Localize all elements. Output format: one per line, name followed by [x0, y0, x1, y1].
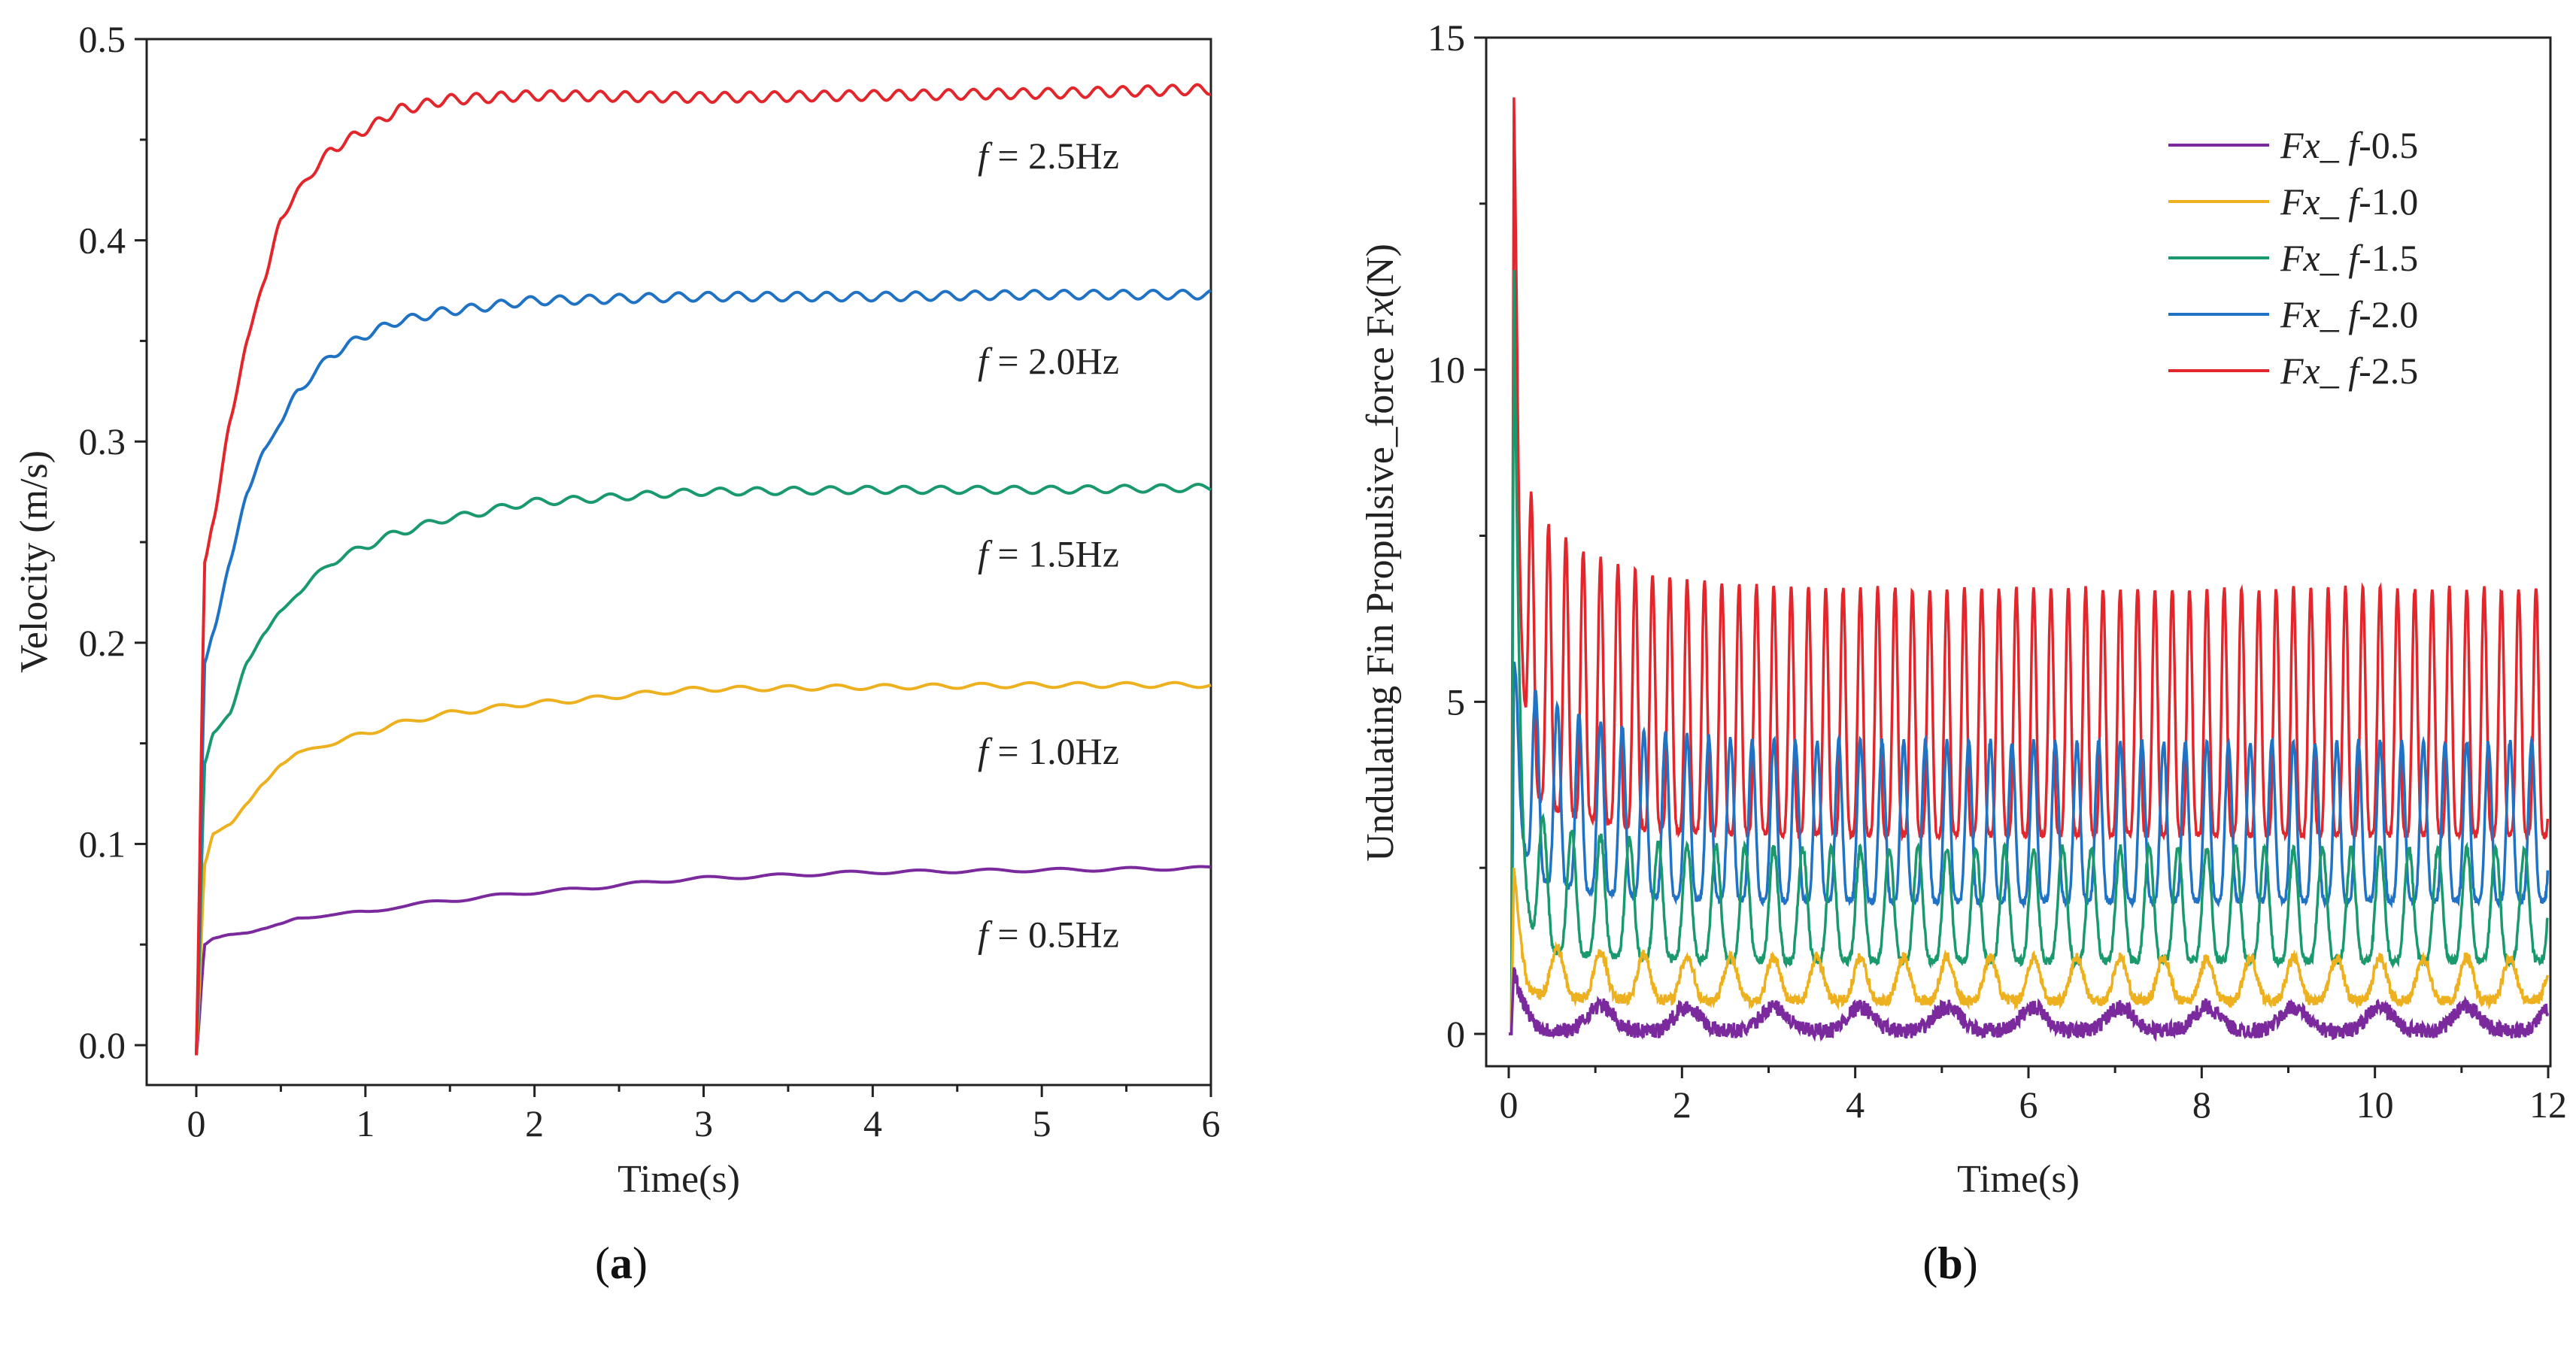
y-tick-label: 0.4 [79, 220, 126, 262]
legend-label-italic: Fx_ f [2280, 293, 2363, 335]
legend-label-suffix: -2.5 [2359, 350, 2418, 392]
legend-label-italic: Fx_ f [2280, 237, 2363, 279]
series-line-2-0hz [195, 288, 1212, 1056]
legend-label-italic: Fx_ f [2280, 350, 2363, 392]
legend-item: Fx_ f-1.5 [2168, 237, 2418, 279]
series-annotation: f = 0.5Hz [978, 914, 1119, 956]
series-line-2-5 [1509, 97, 2550, 1035]
x-tick-label: 8 [2192, 1084, 2211, 1126]
legend-item: Fx_ f-2.0 [2168, 293, 2418, 335]
legend-label-suffix: -1.0 [2359, 180, 2418, 223]
legend: Fx_ f-0.5Fx_ f-1.0Fx_ f-1.5Fx_ f-2.0Fx_ … [2168, 124, 2418, 392]
series-line-2-0 [1509, 661, 2550, 1035]
plot-frame [1485, 36, 2552, 1068]
y-axis-label: Velocity (m/s) [13, 450, 56, 673]
y-tick-label: 0.2 [79, 622, 126, 664]
legend-item: Fx_ f-0.5 [2168, 124, 2418, 166]
caption-letter: b [1937, 1238, 1962, 1288]
legend-label: Fx_ f-2.0 [2280, 293, 2418, 335]
legend-item: Fx_ f-2.5 [2168, 350, 2418, 392]
legend-item: Fx_ f-1.0 [2168, 180, 2418, 223]
x-tick-label: 6 [2019, 1084, 2038, 1126]
series-line-1-0hz [195, 680, 1212, 1056]
y-axis-label-part: x [1359, 298, 1402, 316]
x-tick-label: 0 [1500, 1084, 1519, 1126]
legend-label: Fx_ f-2.5 [2280, 350, 2418, 392]
annotation-value: = 1.0Hz [988, 730, 1119, 772]
x-tick-label: 5 [1033, 1102, 1051, 1144]
x-tick-label: 6 [1202, 1102, 1221, 1144]
y-tick-label: 10 [1428, 349, 1465, 391]
legend-label: Fx_ f-1.5 [2280, 237, 2418, 279]
legend-label-italic: Fx_ f [2280, 124, 2363, 166]
y-tick-label: 0 [1446, 1013, 1465, 1055]
panel-caption: (b) [1922, 1238, 1977, 1288]
y-tick-label: 0.3 [79, 420, 126, 462]
x-tick-label: 12 [2529, 1084, 2567, 1126]
legend-label: Fx_ f-0.5 [2280, 124, 2418, 166]
plot-frame [145, 38, 1212, 1087]
x-tick-label: 4 [1846, 1084, 1864, 1126]
y-tick-label: 5 [1446, 680, 1465, 723]
annotation-value: = 1.5Hz [988, 533, 1119, 575]
y-tick-label: 0.1 [79, 823, 126, 865]
caption-letter: a [610, 1238, 633, 1288]
series-line-0-5 [1509, 967, 2550, 1042]
series-line-0-5hz [195, 865, 1212, 1056]
caption-paren: ) [633, 1238, 648, 1288]
legend-label-suffix: -1.5 [2359, 237, 2418, 279]
legend-label: Fx_ f-1.0 [2280, 180, 2418, 223]
series-annotation: f = 1.5Hz [978, 533, 1119, 575]
series-annotation: f = 2.0Hz [978, 340, 1119, 382]
series-annotation: f = 2.5Hz [978, 135, 1119, 177]
annotation-value: = 2.5Hz [988, 135, 1119, 177]
caption-paren: ( [1922, 1238, 1937, 1288]
y-tick-label: 0.5 [79, 18, 126, 60]
panel-caption: (a) [595, 1238, 648, 1288]
x-axis-label: Time(s) [617, 1158, 740, 1201]
velocity-chart: 0 1 2 3 4 5 6 0.0 0.1 0.2 0.3 0.4 0.5 f = 0.5Hz f = 1.… [13, 18, 1221, 1288]
series-line-1-0 [1509, 868, 2549, 1035]
legend-label-italic: Fx_ f [2280, 180, 2363, 223]
series-line-1-5hz [195, 483, 1212, 1056]
x-tick-label: 2 [1673, 1084, 1692, 1126]
x-tick-label: 10 [2356, 1084, 2394, 1126]
x-tick-label: 2 [525, 1102, 544, 1144]
series-annotation: f = 1.0Hz [978, 730, 1119, 772]
x-tick-label: 4 [863, 1102, 882, 1144]
y-tick-label: 0.0 [79, 1024, 126, 1066]
x-tick-label: 1 [356, 1102, 375, 1144]
series-line-2-5hz [195, 83, 1212, 1056]
legend-label-suffix: -0.5 [2359, 124, 2418, 166]
annotation-value: = 0.5Hz [988, 914, 1119, 956]
legend-label-suffix: -2.0 [2359, 293, 2418, 335]
y-axis-label-part: Undulating Fin Propulsive_force F [1359, 315, 1402, 862]
caption-paren: ) [1963, 1238, 1978, 1288]
y-axis-label: Undulating Fin Propulsive_force Fx(N) [1359, 244, 1402, 862]
x-axis-label: Time(s) [1957, 1158, 2080, 1201]
annotation-value: = 2.0Hz [988, 340, 1119, 382]
x-tick-label: 0 [187, 1102, 206, 1144]
x-tick-label: 3 [694, 1102, 713, 1144]
y-axis-label-part: (N) [1359, 244, 1402, 298]
y-tick-label: 15 [1428, 17, 1465, 59]
caption-paren: ( [595, 1238, 610, 1288]
series-line-1-5 [1509, 270, 2549, 1035]
